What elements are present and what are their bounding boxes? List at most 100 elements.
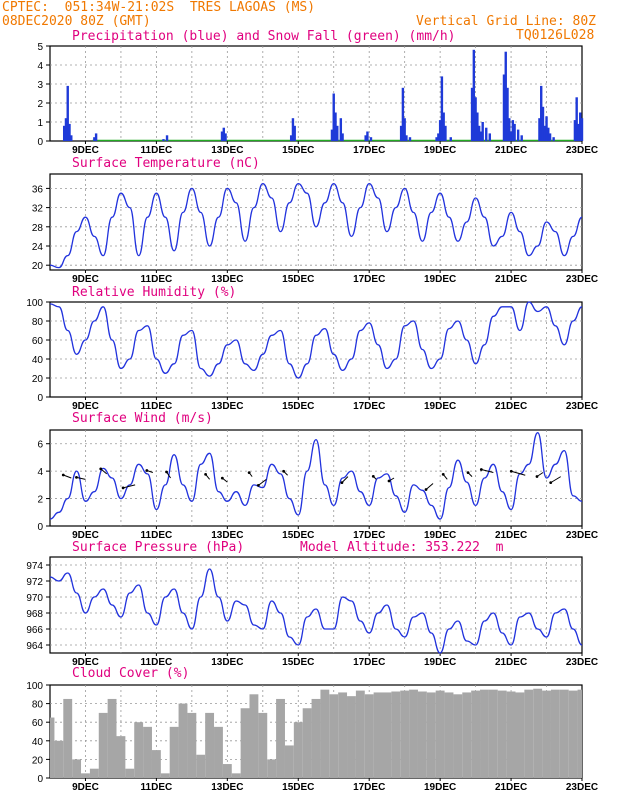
precip-bar <box>293 125 296 141</box>
y-tick-label: 32 <box>32 204 44 215</box>
y-tick-label: 80 <box>32 700 44 711</box>
x-tick-label: 15DEC <box>282 657 314 668</box>
cloud-bar <box>276 698 285 778</box>
x-tick-label: 9DEC <box>72 530 99 541</box>
x-tick-label: 13DEC <box>211 145 243 156</box>
y-tick-label: 974 <box>26 561 43 572</box>
x-tick-label: 15DEC <box>282 530 314 541</box>
cloud-bar <box>302 708 312 778</box>
cloud-bar <box>81 773 90 778</box>
x-tick-label: 23DEC <box>566 782 598 793</box>
y-tick-label: 6 <box>37 440 43 451</box>
precip-bar <box>442 112 445 141</box>
precip-bar <box>70 135 73 141</box>
x-tick-label: 15DEC <box>282 782 314 793</box>
y-tick-label: 100 <box>26 298 43 309</box>
cloud-title: Cloud Cover (%) <box>72 666 190 681</box>
cloud-bar <box>267 759 277 778</box>
cloud-bar <box>311 698 321 778</box>
cloud-bar <box>50 717 55 778</box>
wind-arrow <box>63 474 72 479</box>
x-tick-label: 19DEC <box>424 530 456 541</box>
precip-bar <box>509 131 513 141</box>
cloud-bar <box>196 754 206 778</box>
cloud-bar <box>373 692 383 778</box>
station-header: CPTEC: 051:34W-21:02S TRES LAGOAS (MS) <box>2 0 316 15</box>
cloud-bar <box>435 690 445 778</box>
y-tick-label: 0 <box>37 137 43 148</box>
wind-arrow-head <box>247 471 251 475</box>
cloud-bar <box>400 690 410 778</box>
wind-title: Surface Wind (m/s) <box>72 411 213 426</box>
cloud-bar <box>231 773 241 778</box>
precip-bar <box>64 118 68 141</box>
precip-bar <box>369 137 373 141</box>
cloud-bar <box>98 712 108 778</box>
wind-arrow <box>341 476 349 483</box>
x-tick-label: 15DEC <box>282 274 314 285</box>
cloud-bar <box>417 691 427 778</box>
x-tick-label: 19DEC <box>424 782 456 793</box>
wind-arrow-head <box>371 474 375 478</box>
precip-bar <box>341 133 344 141</box>
model-altitude: Model Altitude: 353.222 m <box>300 540 504 555</box>
cloud-bar <box>338 692 348 778</box>
y-tick-label: 20 <box>32 261 44 272</box>
precip-bar <box>545 116 548 141</box>
x-tick-label: 13DEC <box>211 782 243 793</box>
cloud-bar <box>320 689 330 778</box>
x-tick-label: 17DEC <box>353 782 385 793</box>
x-tick-label: 19DEC <box>424 145 456 156</box>
precip-bar <box>437 133 440 141</box>
x-tick-label: 15DEC <box>282 145 314 156</box>
precip-bar <box>548 133 552 141</box>
precip-bar <box>547 127 550 141</box>
x-tick-label: 11DEC <box>141 782 173 793</box>
precip-bar <box>403 118 406 141</box>
precip-bar <box>66 85 69 141</box>
x-tick-label: 15DEC <box>282 401 314 412</box>
wind-arrow-head <box>549 481 553 485</box>
y-tick-label: 80 <box>32 317 44 328</box>
x-tick-label: 23DEC <box>566 145 598 156</box>
precip-bar <box>405 135 408 141</box>
precip-bar <box>573 120 577 141</box>
x-tick-label: 21DEC <box>495 530 527 541</box>
wind-arrow-head <box>204 472 208 476</box>
wind-arrow <box>76 476 86 480</box>
x-tick-label: 11DEC <box>141 274 173 285</box>
x-tick-label: 21DEC <box>495 657 527 668</box>
y-tick-label: 0 <box>37 393 43 404</box>
plot-frame <box>49 301 583 398</box>
x-tick-label: 9DEC <box>72 657 99 668</box>
x-tick-label: 17DEC <box>353 657 385 668</box>
x-tick-label: 11DEC <box>141 401 173 412</box>
precip-bar <box>334 112 337 141</box>
y-tick-label: 60 <box>32 336 44 347</box>
x-tick-label: 13DEC <box>211 657 243 668</box>
precip-bar <box>477 125 481 141</box>
y-tick-label: 2 <box>37 99 43 110</box>
precip-bar <box>506 87 509 141</box>
precip-bar <box>440 76 444 141</box>
series-line <box>49 301 583 379</box>
cloud-bar <box>426 692 436 778</box>
wind-arrow <box>425 483 434 490</box>
x-tick-label: 21DEC <box>495 274 527 285</box>
x-tick-label: 11DEC <box>141 145 173 156</box>
precip-bar <box>444 125 447 141</box>
y-tick-label: 3 <box>37 80 43 91</box>
y-tick-label: 970 <box>26 593 43 604</box>
precip-bar <box>540 85 543 141</box>
wind-arrow-head <box>220 476 224 480</box>
wind-arrow <box>511 470 526 476</box>
precip-bar <box>336 125 339 141</box>
x-tick-label: 17DEC <box>353 145 385 156</box>
x-tick-label: 23DEC <box>566 530 598 541</box>
precip-bar <box>508 118 511 141</box>
series-line <box>49 432 583 520</box>
precip-bar <box>488 133 491 141</box>
x-tick-label: 21DEC <box>495 145 527 156</box>
wind-arrow-head <box>424 488 428 491</box>
cloud-bar <box>559 689 569 778</box>
